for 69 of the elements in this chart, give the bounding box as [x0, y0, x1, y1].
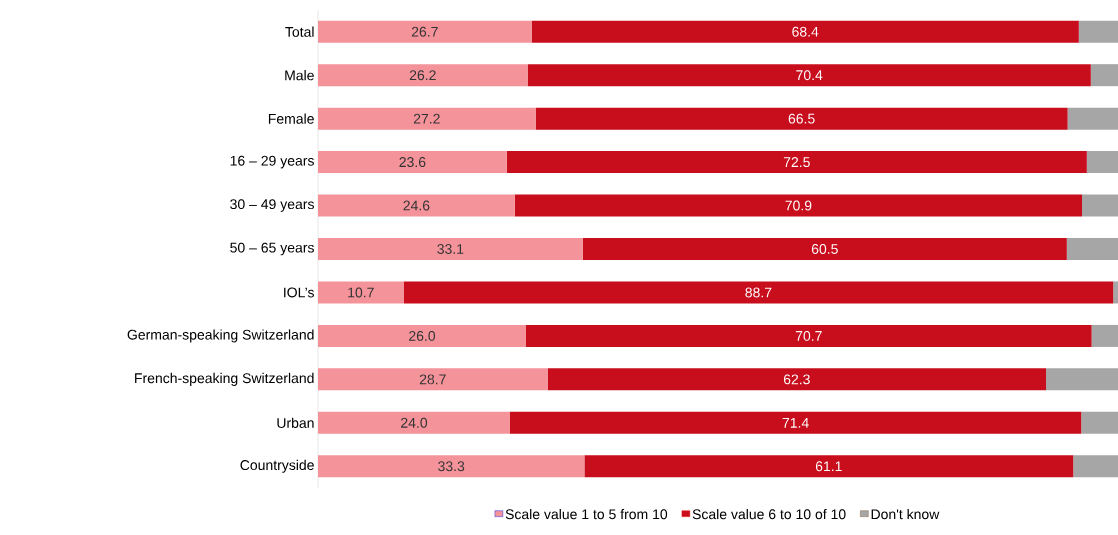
- data-label: 62.3: [783, 374, 810, 385]
- bar: [1046, 368, 1118, 391]
- bar: [1067, 107, 1118, 130]
- data-label: 72.5: [783, 157, 810, 168]
- y-tick-label: Urban: [277, 417, 314, 428]
- data-label: 10.7: [348, 287, 374, 298]
- data-label: 68.4: [792, 26, 819, 37]
- bar: [318, 238, 583, 260]
- bar: [547, 368, 1047, 391]
- bar: [582, 238, 1067, 260]
- y-tick-label: 16 – 29 years: [230, 155, 314, 169]
- legend-label: Scale value 1 to 5 from 10: [505, 508, 668, 520]
- data-label: 70.7: [795, 330, 822, 341]
- bar: [318, 455, 585, 478]
- y-tick-label: 30 – 49 years: [230, 199, 314, 212]
- bar: [584, 455, 1074, 478]
- bar: [318, 64, 528, 87]
- bar: [527, 64, 1091, 87]
- bar: [506, 151, 1087, 174]
- data-label: 71.4: [782, 418, 809, 428]
- data-label: 26.2: [409, 70, 436, 81]
- y-tick-label: Male: [285, 70, 314, 81]
- bar: [318, 151, 507, 174]
- bar: [514, 194, 1083, 217]
- bar: [1082, 194, 1118, 217]
- y-tick-label: Female: [268, 113, 314, 124]
- data-label: 33.3: [438, 461, 465, 472]
- data-label: 26.7: [411, 26, 438, 37]
- bar: [535, 107, 1068, 130]
- data-label: 88.7: [745, 287, 772, 298]
- bar: [403, 281, 1114, 304]
- bar: [1073, 455, 1118, 478]
- data-label: 70.9: [785, 200, 812, 211]
- data-label: 23.6: [399, 157, 426, 168]
- legend-label: Scale value 6 to 10 of 10: [692, 508, 846, 520]
- data-label: 27.2: [413, 113, 440, 124]
- bar: [1113, 281, 1118, 304]
- y-tick-label: Countryside: [240, 459, 314, 473]
- bar: [1086, 151, 1118, 174]
- legend-label: Don't know: [871, 508, 940, 520]
- bar: [318, 324, 526, 347]
- bar: [526, 324, 1092, 347]
- bar: [1066, 238, 1118, 260]
- bar: [1078, 20, 1118, 43]
- y-tick-label: French-speaking Switzerland: [135, 372, 314, 386]
- data-label: 28.7: [419, 374, 446, 385]
- data-label: 60.5: [811, 244, 838, 254]
- data-label: 66.5: [788, 113, 815, 124]
- bar: [510, 411, 1082, 434]
- data-label: 26.0: [409, 330, 436, 341]
- y-tick-label: IOL’s: [284, 287, 314, 298]
- bar: [531, 20, 1079, 43]
- bar: [1091, 324, 1118, 347]
- bar: [1090, 64, 1118, 87]
- bar: [1081, 411, 1118, 434]
- y-tick-label: German-speaking Switzerland: [127, 329, 314, 343]
- y-tick-label: 50 – 65 years: [230, 242, 314, 256]
- data-label: 24.6: [403, 200, 430, 211]
- bar: [318, 368, 548, 391]
- bar: [318, 20, 532, 43]
- data-label: 33.1: [437, 244, 464, 254]
- data-label: 70.4: [796, 70, 823, 81]
- data-label: 61.1: [815, 461, 842, 472]
- bar: [318, 281, 404, 304]
- bar: [318, 107, 536, 130]
- bar: [318, 194, 515, 217]
- data-label: 24.0: [401, 417, 428, 428]
- y-tick-label: Total: [285, 26, 314, 37]
- bar: [318, 411, 510, 434]
